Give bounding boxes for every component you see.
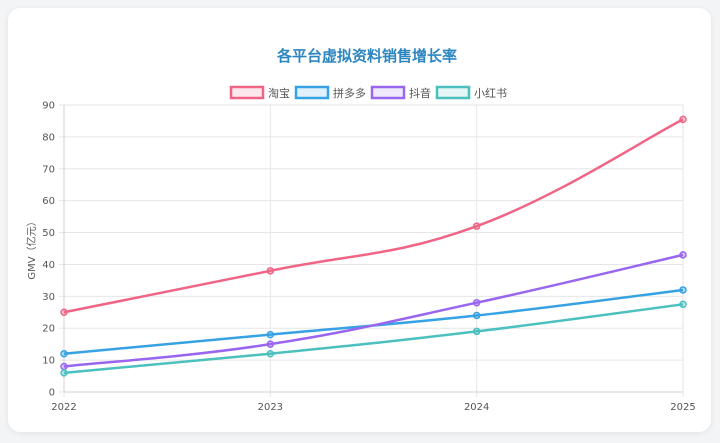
data-point[interactable] [60, 362, 68, 371]
legend-swatch[interactable] [229, 85, 265, 100]
legend-swatch[interactable] [435, 85, 471, 100]
data-point[interactable] [472, 222, 481, 230]
data-point[interactable] [266, 330, 275, 339]
grid [59, 104, 684, 397]
x-tick-label: 2023 [258, 402, 283, 413]
y-tick-label: 20 [42, 324, 55, 335]
data-point[interactable] [679, 286, 687, 294]
series-line-0 [63, 118, 684, 314]
data-point[interactable] [472, 327, 481, 336]
y-axis-ticks: 0 10 20 30 40 50 60 70 80 90 [42, 101, 55, 399]
y-tick-label: 60 [42, 196, 55, 207]
data-point[interactable] [266, 349, 275, 358]
series-lines [60, 115, 687, 377]
y-tick-label: 90 [42, 101, 55, 112]
y-tick-label: 10 [42, 356, 55, 367]
legend-label[interactable]: 抖音 [409, 86, 431, 100]
y-tick-label: 50 [42, 228, 55, 239]
data-point[interactable] [472, 298, 481, 307]
legend-label[interactable]: 拼多多 [333, 86, 366, 100]
legend: 淘宝 拼多多 抖音 小红书 [229, 85, 507, 100]
y-tick-label: 70 [42, 164, 55, 175]
series-line-3 [63, 303, 684, 375]
y-tick-label: 40 [42, 260, 55, 271]
series-line-2 [63, 253, 684, 368]
chart-title: 各平台虚拟资料销售增长率 [276, 47, 457, 65]
x-axis-ticks: 2022 2023 2024 2025 [51, 402, 695, 413]
data-point[interactable] [472, 311, 481, 320]
data-point[interactable] [266, 267, 275, 275]
data-point[interactable] [60, 349, 68, 358]
legend-swatch[interactable] [370, 85, 406, 100]
y-tick-label: 0 [49, 388, 55, 399]
x-tick-label: 2025 [670, 402, 695, 413]
data-point[interactable] [266, 340, 275, 348]
x-tick-label: 2022 [51, 402, 76, 413]
data-point[interactable] [679, 115, 687, 124]
legend-label[interactable]: 淘宝 [268, 86, 290, 100]
y-tick-label: 30 [42, 292, 55, 303]
data-point[interactable] [60, 308, 68, 317]
legend-label[interactable]: 小红书 [474, 87, 507, 100]
data-point[interactable] [60, 369, 68, 377]
data-point[interactable] [679, 251, 687, 259]
y-tick-label: 80 [42, 132, 55, 143]
x-tick-label: 2024 [464, 402, 489, 413]
y-axis-label: GMV（亿元） [25, 216, 38, 279]
data-point[interactable] [679, 300, 687, 309]
legend-swatch[interactable] [294, 85, 330, 100]
